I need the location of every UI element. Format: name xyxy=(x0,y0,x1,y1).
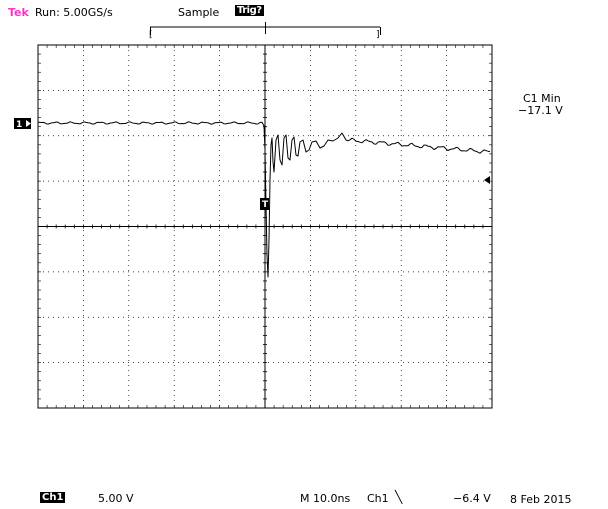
brand-logo: Tek xyxy=(8,6,29,19)
bracket-left-mark: [ xyxy=(149,30,153,40)
channel-badge: Ch1 xyxy=(40,492,66,503)
timebase: M 10.0ns xyxy=(300,492,351,505)
measurement-value: −17.1 V xyxy=(518,104,563,117)
svg-text:1: 1 xyxy=(16,120,22,130)
run-status: Run: 5.00GS/s xyxy=(35,6,113,19)
date-stamp: 8 Feb 2015 xyxy=(510,493,572,506)
ch1-waveform-path xyxy=(37,121,491,278)
trigger-position-marker: T xyxy=(260,198,269,210)
ch1-ground-marker: 1 xyxy=(14,118,31,130)
trigger-state-badge: Trig? xyxy=(235,5,264,16)
ch1-trace xyxy=(37,121,491,278)
acquire-mode: Sample xyxy=(178,6,220,19)
svg-text:T: T xyxy=(262,200,269,210)
trigger-level: −6.4 V xyxy=(453,492,491,505)
falling-edge-icon: ╲ xyxy=(395,490,403,504)
trigger-source: Ch1 xyxy=(367,492,389,505)
bracket-right-mark: ] xyxy=(376,30,380,40)
measurement-label: C1 Min xyxy=(523,92,561,105)
trigger-level-arrow xyxy=(484,176,490,184)
channel-scale: 5.00 V xyxy=(98,492,134,505)
graticule xyxy=(37,44,493,409)
record-position-bracket xyxy=(150,22,381,35)
